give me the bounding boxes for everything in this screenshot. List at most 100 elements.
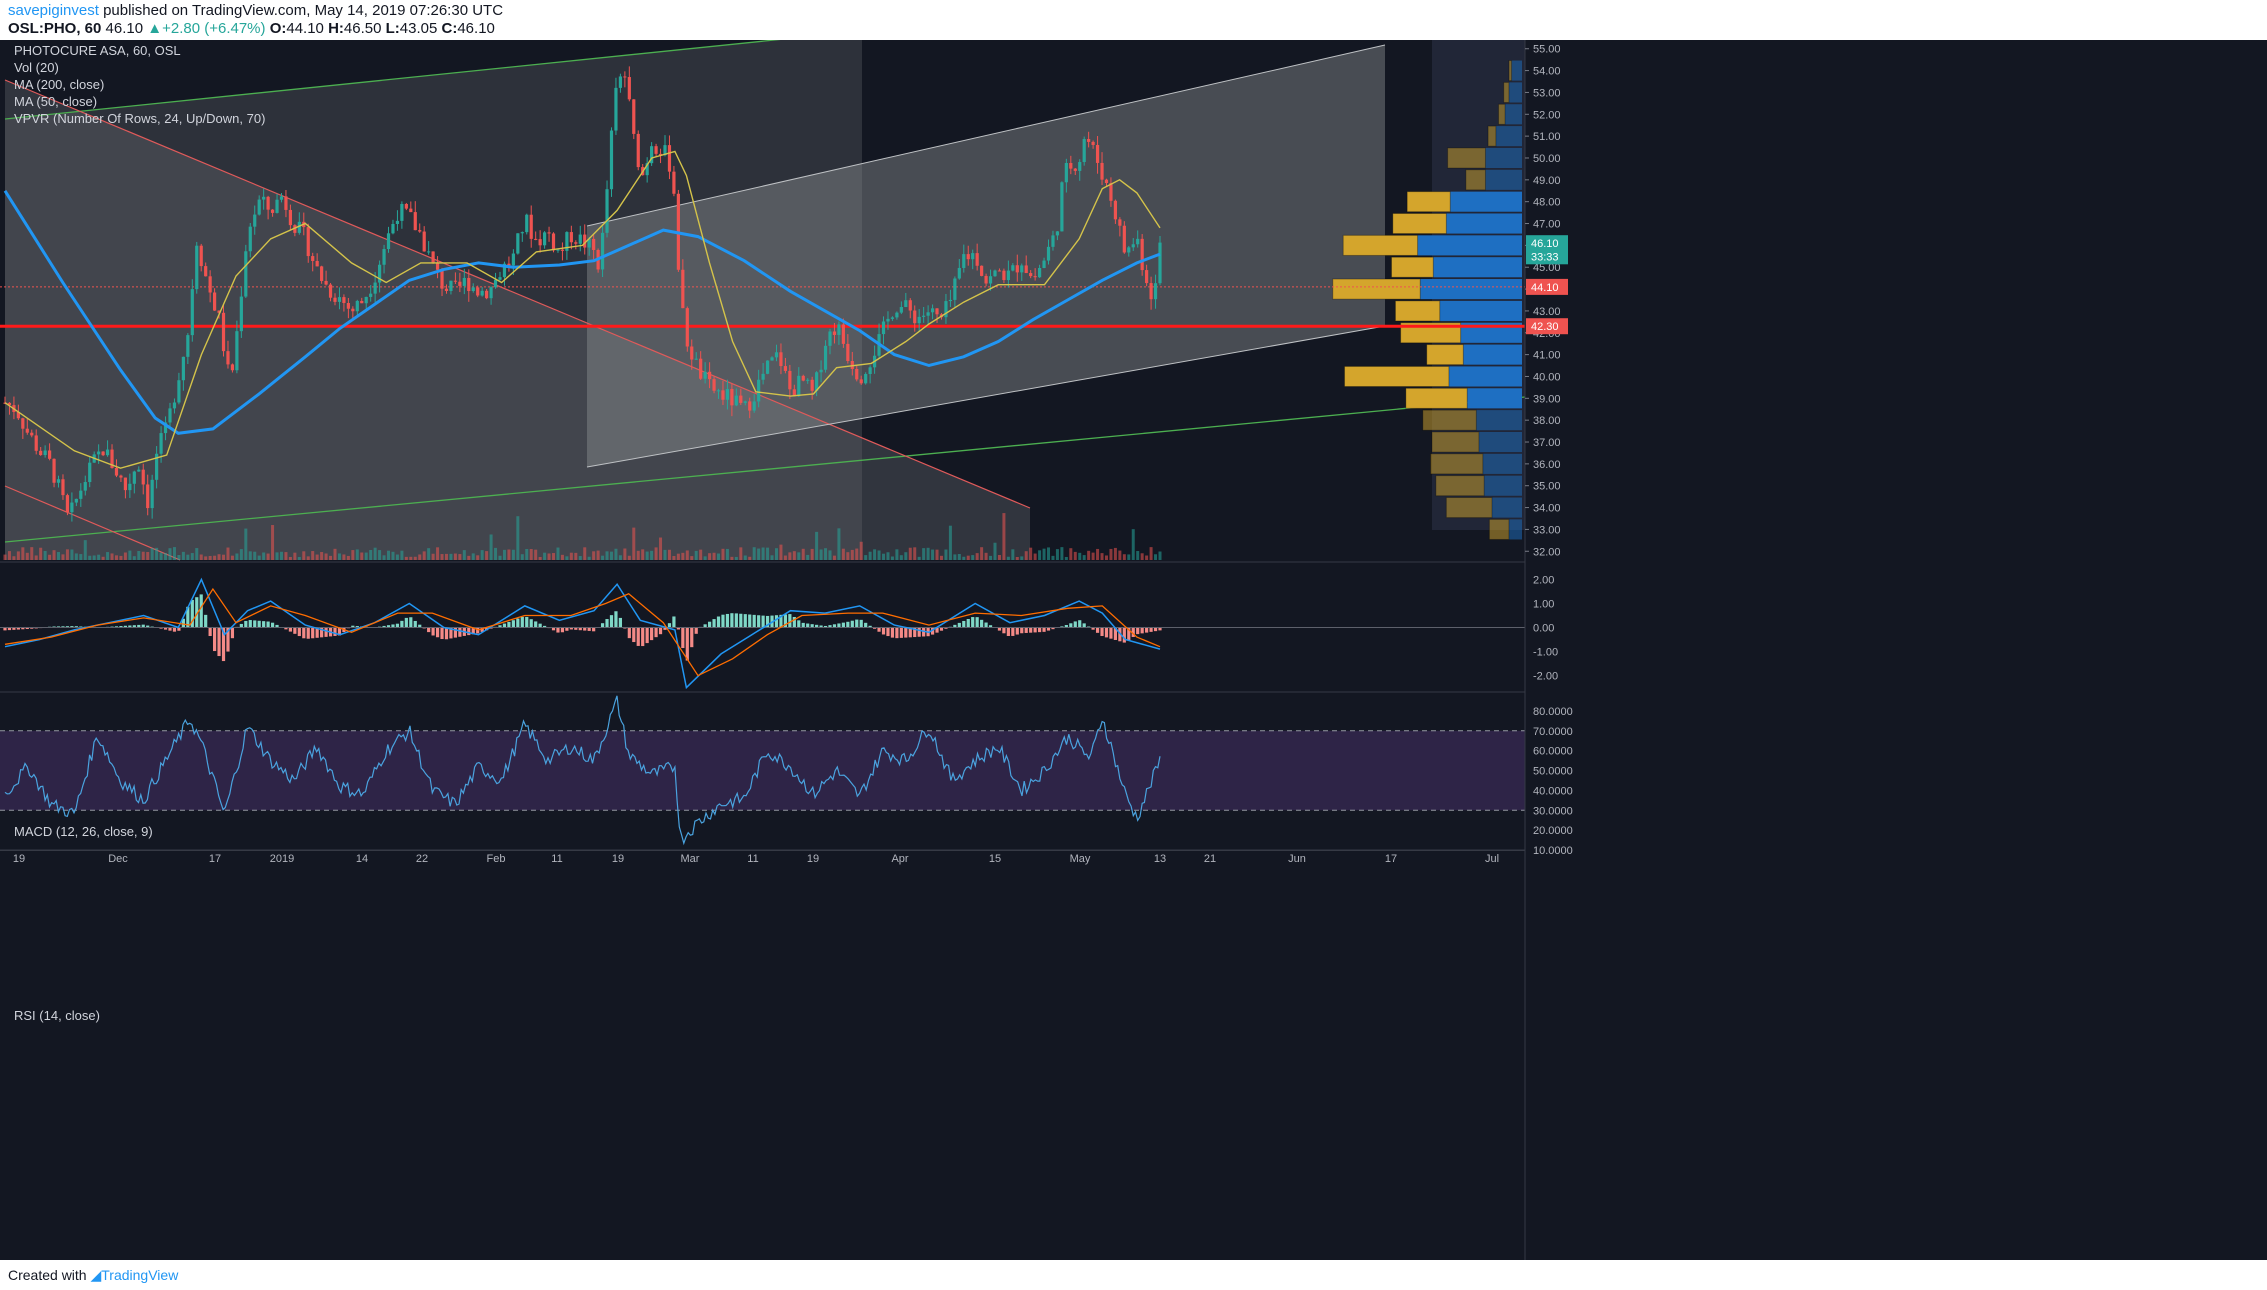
candle-body [351,308,355,312]
price-tick-label: 37.00 [1533,437,1561,449]
macd-histogram-bar [988,625,993,628]
candle-body [56,479,61,483]
volume-bar [239,549,243,560]
macd-histogram-bar [239,623,243,628]
macd-histogram-bar [565,627,569,631]
candle-body [346,303,350,309]
candle-body [823,345,828,370]
volume-bar [48,554,52,560]
macd-histogram-bar [306,627,310,639]
macd-histogram-bar [810,624,814,628]
tradingview-brand[interactable]: TradingView [101,1267,179,1283]
candle-body [1091,141,1095,145]
main-pane[interactable] [0,40,1525,560]
candle-body [61,479,65,496]
candle-body [163,422,168,434]
legend-volume[interactable]: Vol (20) [14,60,59,75]
rsi-legend[interactable]: RSI (14, close) [14,1008,100,1023]
volume-bar [882,553,886,560]
candle-body [788,370,792,390]
volume-bar [592,551,596,560]
chart-canvas[interactable]: 55.00 54.00 53.00 52.00 51.00 50.00 49.00 48.00… [0,40,2267,1260]
legend-vpvr[interactable]: VPVR (Number Of Rows, 24, Up/Down, 70) [14,111,266,126]
rsi-tick-label: 20.0000 [1533,825,1573,837]
legend-ma50[interactable]: MA (50, close) [14,94,98,109]
volume-bar [351,550,355,560]
macd-histogram-bar [765,615,770,628]
volume-bar [342,554,346,560]
macd-histogram-bar [1002,627,1006,634]
time-tick-label: 19 [612,853,624,865]
volume-bar [926,547,930,560]
red-downtrend-line [4,79,1031,509]
vpvr-down-bar [1394,300,1441,322]
macd-histogram-bar [458,627,462,637]
volume-bar [25,552,29,560]
volume-bar [1118,550,1122,560]
volume-bar [583,547,587,560]
last-price: 46.10 [105,20,144,37]
candle-body [119,475,123,478]
macd-histogram-bar [614,611,618,628]
macd-histogram-bar [395,623,400,628]
rsi-tick-label: 30.0000 [1533,805,1573,817]
price-tick-label: 34.00 [1533,503,1561,515]
candle-body [971,253,975,260]
volume-bar [641,549,645,560]
macd-histogram-bar [382,625,386,628]
macd-histogram-bar [725,613,730,628]
macd-histogram-bar [913,627,917,638]
candle-body [1136,238,1140,245]
vpvr-down-bar [1445,497,1493,519]
candle-body [886,318,890,322]
volume-bar [962,556,966,560]
vpvr-up-bar [1491,497,1522,518]
vpvr-down-bar [1487,125,1497,147]
author-link[interactable]: savepiginvest [8,2,99,19]
vpvr-up-bar [1508,82,1522,103]
volume-bar [659,537,663,560]
macd-histogram-bar [600,623,605,628]
volume-bar [30,547,34,560]
candle-body [386,233,391,250]
volume-bar [12,556,16,560]
candle-body [930,308,935,313]
volume-bar [150,548,154,560]
time-tick-label: May [1070,853,1091,865]
legend-title[interactable]: PHOTOCURE ASA, 60, OSL [14,43,181,58]
macd-legend[interactable]: MACD (12, 26, close, 9) [14,824,153,839]
candle-body [320,266,324,281]
macd-histogram-bar [1037,627,1042,633]
macd-histogram-bar [578,627,582,631]
candle-body [547,232,551,234]
macd-histogram-bar [779,614,783,628]
macd-histogram-bar [815,624,819,628]
macd-histogram-bar [119,626,123,628]
macd-histogram-bar [123,625,128,628]
volume-bar [400,550,404,560]
time-tick-label: Apr [891,853,908,865]
candle-body [690,346,694,360]
candle-body [627,77,631,100]
macd-histogram-bar [391,624,395,628]
volume-bar [1015,556,1019,560]
time-tick-label: 11 [747,853,758,865]
macd-histogram-bar [1060,626,1064,628]
candle-body [221,312,226,352]
time-tick-label: 17 [209,853,221,865]
macd-histogram-bar [128,625,132,628]
volume-bar [636,550,640,560]
candle-body [212,292,217,311]
volume-bar [556,547,560,560]
volume-bar [725,548,729,560]
volume-bar [489,534,493,560]
volume-bar [262,552,266,560]
legend-ma200[interactable]: MA (200, close) [14,77,105,92]
candle-body [578,234,582,244]
candle-body [1140,238,1144,271]
volume-bar [297,556,301,560]
candle-body [101,451,105,456]
candle-body [1029,273,1033,277]
macd-histogram-bar [502,623,507,628]
candle-body [685,308,689,347]
